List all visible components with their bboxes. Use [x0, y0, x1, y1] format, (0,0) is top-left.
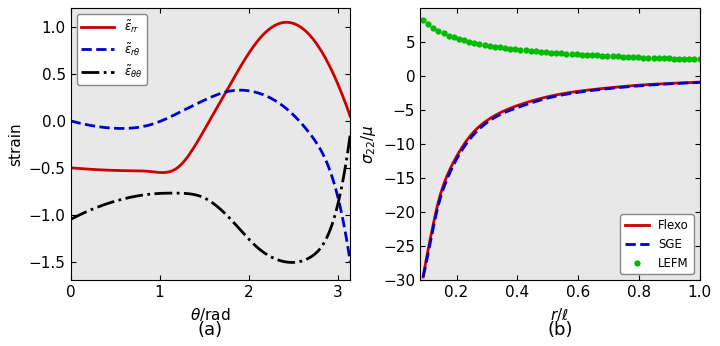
Flexo: [419, 275, 428, 279]
$\tilde{\varepsilon}_{rr}$: [282, 20, 291, 24]
$\tilde{\varepsilon}_{r\theta}$: [296, 120, 305, 124]
LEFM: [696, 57, 704, 62]
$\tilde{\varepsilon}_{r\theta}$: [201, 98, 210, 102]
$\tilde{\varepsilon}_{rr}$: [199, 128, 208, 133]
Flexo: [509, 105, 518, 109]
LEFM: [449, 35, 458, 39]
$\tilde{\varepsilon}_{r\theta}$: [235, 88, 244, 92]
$\tilde{\varepsilon}_{rr}$: [297, 25, 305, 29]
$\tilde{\varepsilon}_{rr}$: [202, 126, 210, 130]
$\tilde{\varepsilon}_{r\theta}$: [233, 88, 241, 92]
SGE: [618, 85, 627, 89]
$\tilde{\varepsilon}_{\theta\theta}$: [340, 172, 348, 176]
Line: $\tilde{\varepsilon}_{\theta\theta}$: $\tilde{\varepsilon}_{\theta\theta}$: [71, 135, 350, 263]
SGE: [593, 88, 601, 92]
SGE: [452, 157, 461, 162]
$\tilde{\varepsilon}_{rr}$: [346, 114, 354, 118]
SGE: [620, 85, 629, 89]
Line: LEFM: LEFM: [420, 17, 703, 63]
LEFM: [419, 18, 428, 22]
Flexo: [528, 99, 537, 103]
Y-axis label: strain: strain: [9, 122, 23, 166]
$\tilde{\varepsilon}_{\theta\theta}$: [346, 133, 354, 137]
$\tilde{\varepsilon}_{\theta\theta}$: [66, 217, 75, 221]
Legend: Flexo, SGE, LEFM: Flexo, SGE, LEFM: [621, 214, 693, 274]
SGE: [509, 107, 518, 111]
$\tilde{\varepsilon}_{\theta\theta}$: [287, 261, 296, 265]
Line: $\tilde{\varepsilon}_{r\theta}$: $\tilde{\varepsilon}_{r\theta}$: [71, 90, 350, 262]
$\tilde{\varepsilon}_{r\theta}$: [199, 99, 207, 103]
LEFM: [521, 48, 530, 52]
LEFM: [690, 57, 699, 61]
Legend: $\tilde{\varepsilon}_{rr}$, $\tilde{\varepsilon}_{r\theta}$, $\tilde{\varepsilon: $\tilde{\varepsilon}_{rr}$, $\tilde{\var…: [76, 14, 147, 85]
SGE: [696, 80, 704, 84]
Flexo: [696, 80, 704, 84]
$\tilde{\varepsilon}_{rr}$: [66, 166, 75, 170]
$\tilde{\varepsilon}_{r\theta}$: [340, 223, 348, 227]
$\tilde{\varepsilon}_{rr}$: [233, 70, 242, 74]
$\tilde{\varepsilon}_{\theta\theta}$: [201, 196, 210, 200]
Line: $\tilde{\varepsilon}_{rr}$: $\tilde{\varepsilon}_{rr}$: [71, 22, 350, 173]
Flexo: [618, 84, 627, 89]
X-axis label: $r/\ell$: $r/\ell$: [550, 306, 570, 323]
Flexo: [620, 84, 629, 89]
LEFM: [665, 56, 673, 61]
$\tilde{\varepsilon}_{r\theta}$: [66, 119, 75, 123]
LEFM: [470, 41, 479, 45]
Text: (b): (b): [547, 321, 572, 339]
SGE: [528, 100, 537, 104]
Y-axis label: $\sigma_{22}/\mu$: $\sigma_{22}/\mu$: [359, 125, 377, 164]
Line: Flexo: Flexo: [423, 82, 700, 277]
LEFM: [485, 44, 494, 48]
$\tilde{\varepsilon}_{rr}$: [218, 96, 227, 100]
Flexo: [593, 87, 601, 91]
$\tilde{\varepsilon}_{\theta\theta}$: [296, 260, 305, 264]
$\tilde{\varepsilon}_{rr}$: [158, 171, 167, 175]
$\tilde{\varepsilon}_{r\theta}$: [217, 91, 226, 95]
SGE: [419, 275, 428, 279]
$\tilde{\varepsilon}_{r\theta}$: [346, 260, 354, 264]
Line: SGE: SGE: [423, 82, 700, 277]
$\tilde{\varepsilon}_{\theta\theta}$: [217, 208, 226, 212]
$\tilde{\varepsilon}_{\theta\theta}$: [199, 195, 207, 200]
X-axis label: $\theta$/rad: $\theta$/rad: [190, 306, 230, 323]
Text: (a): (a): [198, 321, 223, 339]
Flexo: [452, 155, 461, 159]
$\tilde{\varepsilon}_{rr}$: [341, 99, 349, 103]
$\tilde{\varepsilon}_{\theta\theta}$: [233, 224, 241, 228]
